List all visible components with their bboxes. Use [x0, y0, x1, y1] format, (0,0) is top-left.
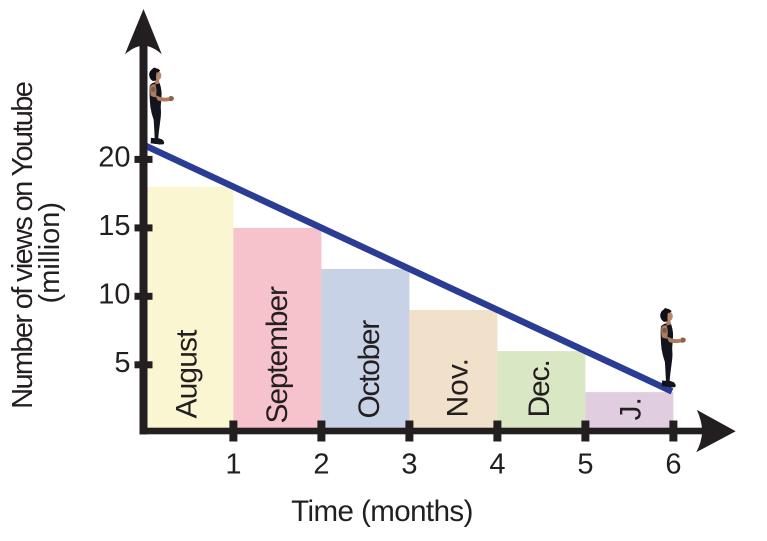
svg-text:6: 6 [665, 449, 681, 481]
svg-text:October: October [353, 320, 386, 419]
svg-text:Nov.: Nov. [441, 358, 474, 417]
svg-text:3: 3 [401, 449, 417, 481]
svg-text:5: 5 [114, 347, 130, 379]
svg-text:August: August [170, 329, 203, 419]
svg-text:5: 5 [577, 449, 593, 481]
svg-text:September: September [261, 286, 294, 423]
svg-text:20: 20 [98, 142, 130, 174]
svg-text:J.: J. [614, 397, 647, 420]
svg-text:Time (months): Time (months) [291, 495, 473, 528]
svg-text:Number of views on Youtube: Number of views on Youtube [7, 82, 39, 409]
svg-text:2: 2 [313, 449, 329, 481]
svg-text:4: 4 [489, 449, 505, 481]
svg-text:15: 15 [98, 210, 130, 242]
svg-text:(million): (million) [34, 202, 66, 304]
svg-text:10: 10 [98, 278, 130, 310]
svg-text:Dec.: Dec. [523, 360, 556, 417]
svg-text:1: 1 [225, 449, 241, 481]
